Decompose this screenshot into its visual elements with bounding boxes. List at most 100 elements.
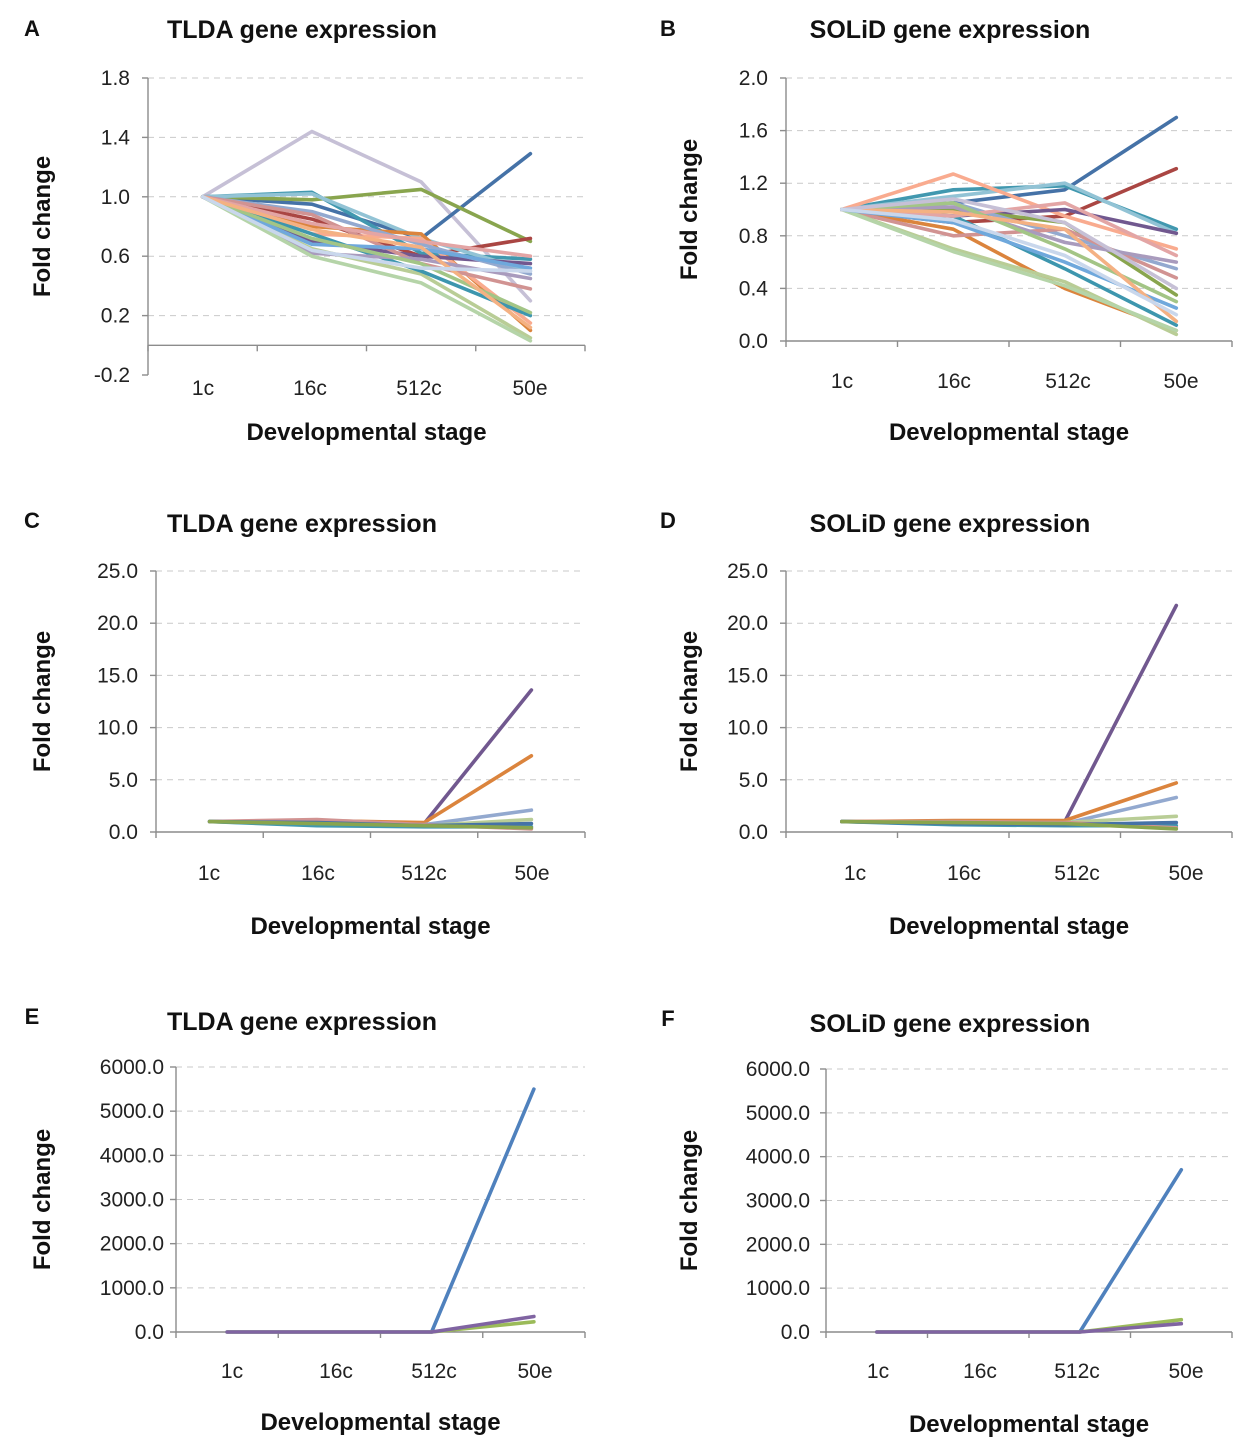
y-axis-label: Fold change bbox=[29, 631, 56, 772]
y-tick-label: 0.4 bbox=[739, 277, 769, 300]
chart-title: TLDA gene expression bbox=[167, 1008, 437, 1036]
y-tick-label: 25.0 bbox=[97, 560, 138, 583]
series-line-17 bbox=[200, 195, 533, 270]
chart-panel-b: B SOLiD gene expression 0.0 0.4 0.8 1.2 1.6 2.0… bbox=[660, 16, 1233, 446]
x-category-label: 16c bbox=[947, 862, 981, 885]
panel-letter: C bbox=[24, 508, 40, 533]
y-tick-label: 20.0 bbox=[97, 612, 138, 635]
y-tick-label: 20.0 bbox=[727, 612, 768, 635]
series-line-19 bbox=[200, 195, 533, 330]
y-tick-label: 25.0 bbox=[727, 560, 768, 583]
series-line-5 bbox=[839, 172, 1179, 251]
y-axis-label: Fold change bbox=[29, 1129, 56, 1270]
x-axis-label: Developmental stage bbox=[909, 1411, 1149, 1438]
y-tick-label: 10.0 bbox=[727, 717, 768, 740]
y-tick-label: 15.0 bbox=[727, 664, 768, 687]
y-tick-label: 3000.0 bbox=[746, 1190, 810, 1213]
series-line-16 bbox=[200, 195, 533, 259]
series-line-20 bbox=[200, 195, 533, 273]
panel-letter: F bbox=[661, 1006, 674, 1031]
x-category-label: 1c bbox=[192, 377, 214, 400]
y-tick-label: 0.0 bbox=[739, 330, 768, 353]
series-line-8 bbox=[839, 819, 1179, 831]
y-tick-label: 5000.0 bbox=[100, 1100, 164, 1123]
chart-title: TLDA gene expression bbox=[167, 16, 437, 44]
series-line-1 bbox=[207, 688, 534, 826]
x-category-label: 1c bbox=[844, 862, 866, 885]
series-line-3 bbox=[225, 1314, 536, 1334]
x-category-label: 50e bbox=[517, 1360, 552, 1383]
x-axis-label: Developmental stage bbox=[889, 913, 1129, 940]
x-category-label: 16c bbox=[293, 377, 327, 400]
chart-title: SOLiD gene expression bbox=[810, 1010, 1091, 1038]
y-tick-label: 1000.0 bbox=[746, 1277, 810, 1300]
y-tick-label: 6000.0 bbox=[100, 1056, 164, 1079]
x-category-label: 512c bbox=[1054, 862, 1100, 885]
x-category-label: 16c bbox=[319, 1360, 353, 1383]
chart-panel-e: E TLDA gene expression 0.0 1000.0 2000.0 3000… bbox=[25, 1004, 586, 1436]
chart-title: SOLiD gene expression bbox=[810, 16, 1091, 44]
chart-panel-f: F SOLiD gene expression 0.0 1000.0 2000.0 300… bbox=[661, 1006, 1233, 1438]
panel-letter: B bbox=[660, 16, 676, 41]
y-tick-label: 2.0 bbox=[739, 67, 768, 90]
series-line-3 bbox=[200, 187, 533, 244]
y-tick-label: 0.6 bbox=[101, 245, 130, 268]
y-tick-label: 0.0 bbox=[781, 1321, 810, 1344]
y-tick-label: 2000.0 bbox=[100, 1233, 164, 1256]
y-tick-label: 15.0 bbox=[97, 664, 138, 687]
y-tick-label: 0.8 bbox=[739, 225, 768, 248]
series-line-1 bbox=[225, 1087, 536, 1334]
y-tick-label: 4000.0 bbox=[746, 1146, 810, 1169]
chart-panel-c: C TLDA gene expression 0.0 5.0 10.0 15.0 20.0 2… bbox=[24, 508, 586, 940]
y-tick-label: 0.2 bbox=[101, 305, 130, 328]
panel-letter: A bbox=[24, 16, 40, 41]
x-category-label: 512c bbox=[411, 1360, 457, 1383]
panel-letter: E bbox=[25, 1004, 40, 1029]
series-line-15 bbox=[200, 195, 533, 343]
x-category-label: 1c bbox=[221, 1360, 243, 1383]
series-line-1 bbox=[839, 603, 1179, 825]
y-tick-label: 1.4 bbox=[101, 126, 131, 149]
x-category-label: 1c bbox=[198, 862, 220, 885]
x-category-label: 50e bbox=[512, 377, 547, 400]
x-category-label: 16c bbox=[301, 862, 335, 885]
y-tick-label: 3000.0 bbox=[100, 1189, 164, 1212]
y-tick-label: 6000.0 bbox=[746, 1058, 810, 1081]
y-tick-label: 0.0 bbox=[739, 821, 768, 844]
x-axis-label: Developmental stage bbox=[260, 1409, 500, 1436]
x-category-label: 1c bbox=[867, 1360, 889, 1383]
x-category-label: 50e bbox=[1163, 370, 1198, 393]
y-tick-label: 10.0 bbox=[97, 717, 138, 740]
series-line-6 bbox=[200, 192, 533, 273]
chart-panel-a: A TLDA gene expression -0.2 0.2 0.6 1.0 1.4 1.8… bbox=[24, 16, 586, 446]
y-tick-label: 4000.0 bbox=[100, 1144, 164, 1167]
series-line-2 bbox=[839, 781, 1179, 824]
series-line-3 bbox=[874, 1321, 1184, 1334]
y-tick-label: 5000.0 bbox=[746, 1102, 810, 1125]
y-axis-label: Fold change bbox=[676, 139, 703, 280]
x-category-label: 16c bbox=[963, 1360, 997, 1383]
y-axis-label: Fold change bbox=[676, 1130, 703, 1271]
y-tick-label: 1000.0 bbox=[100, 1277, 164, 1300]
series-line-18 bbox=[839, 207, 1179, 324]
y-tick-label: -0.2 bbox=[94, 364, 130, 387]
chart-title: TLDA gene expression bbox=[167, 510, 437, 538]
y-tick-label: 5.0 bbox=[109, 769, 138, 792]
x-axis-label: Developmental stage bbox=[250, 913, 490, 940]
y-tick-label: 2000.0 bbox=[746, 1233, 810, 1256]
x-category-label: 50e bbox=[1168, 1360, 1203, 1383]
y-tick-label: 0.0 bbox=[135, 1321, 164, 1344]
series-line-1 bbox=[874, 1168, 1184, 1334]
series-line-8 bbox=[207, 819, 534, 830]
y-tick-label: 5.0 bbox=[739, 769, 768, 792]
x-category-label: 512c bbox=[1045, 370, 1091, 393]
y-tick-label: 1.2 bbox=[739, 172, 768, 195]
series-line-14 bbox=[839, 207, 1179, 333]
y-axis-label: Fold change bbox=[676, 631, 703, 772]
x-category-label: 512c bbox=[1054, 1360, 1100, 1383]
y-axis-label: Fold change bbox=[29, 156, 56, 297]
x-category-label: 50e bbox=[514, 862, 549, 885]
series-line-2 bbox=[207, 753, 534, 825]
y-tick-label: 1.0 bbox=[101, 186, 130, 209]
